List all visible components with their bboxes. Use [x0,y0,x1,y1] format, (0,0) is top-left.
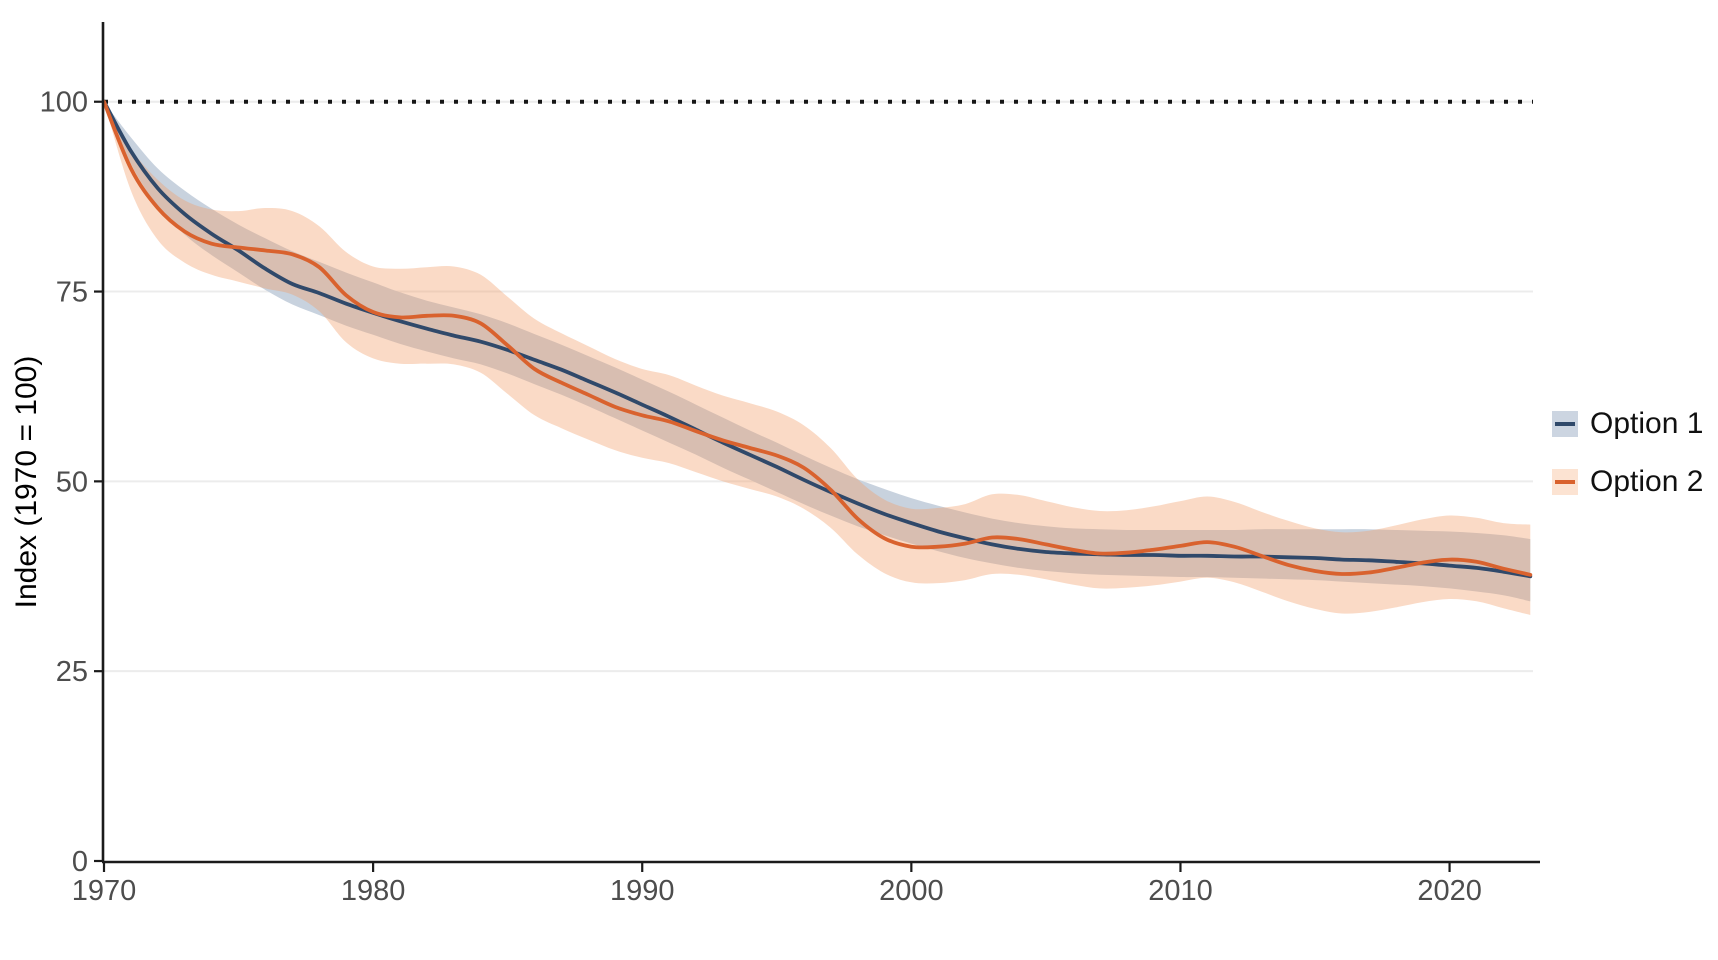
legend-label-option2: Option 2 [1590,465,1704,498]
series-line-1 [102,99,1533,579]
legend-item-option2: Option 2 [1552,465,1703,498]
y-tick-label-100: 100 [40,87,88,119]
y-tick-label-75: 75 [56,277,88,309]
x-tick-label-2010: 2010 [1148,875,1213,907]
series-line-2 [102,99,1533,577]
legend-key-option2-icon [1552,469,1578,495]
legend-label-option1: Option 1 [1590,407,1704,440]
y-axis-title: Index (1970 = 100) [10,355,43,609]
y-tick-label-0: 0 [72,846,88,878]
x-tick-label-2000: 2000 [879,875,944,907]
legend-item-option1: Option 1 [1552,407,1703,440]
confidence-band-1 [104,101,1531,602]
y-tick-label-50: 50 [56,466,88,498]
x-tick-label-1980: 1980 [341,875,406,907]
y-tick-label-25: 25 [56,656,88,688]
x-tick-label-2020: 2020 [1417,875,1482,907]
legend: Option 1 Option 2 [1552,407,1703,527]
x-tick-label-1970: 1970 [72,875,137,907]
x-tick-label-1990: 1990 [610,875,675,907]
confidence-band-2 [104,101,1531,615]
legend-key-option1-icon [1552,411,1578,437]
